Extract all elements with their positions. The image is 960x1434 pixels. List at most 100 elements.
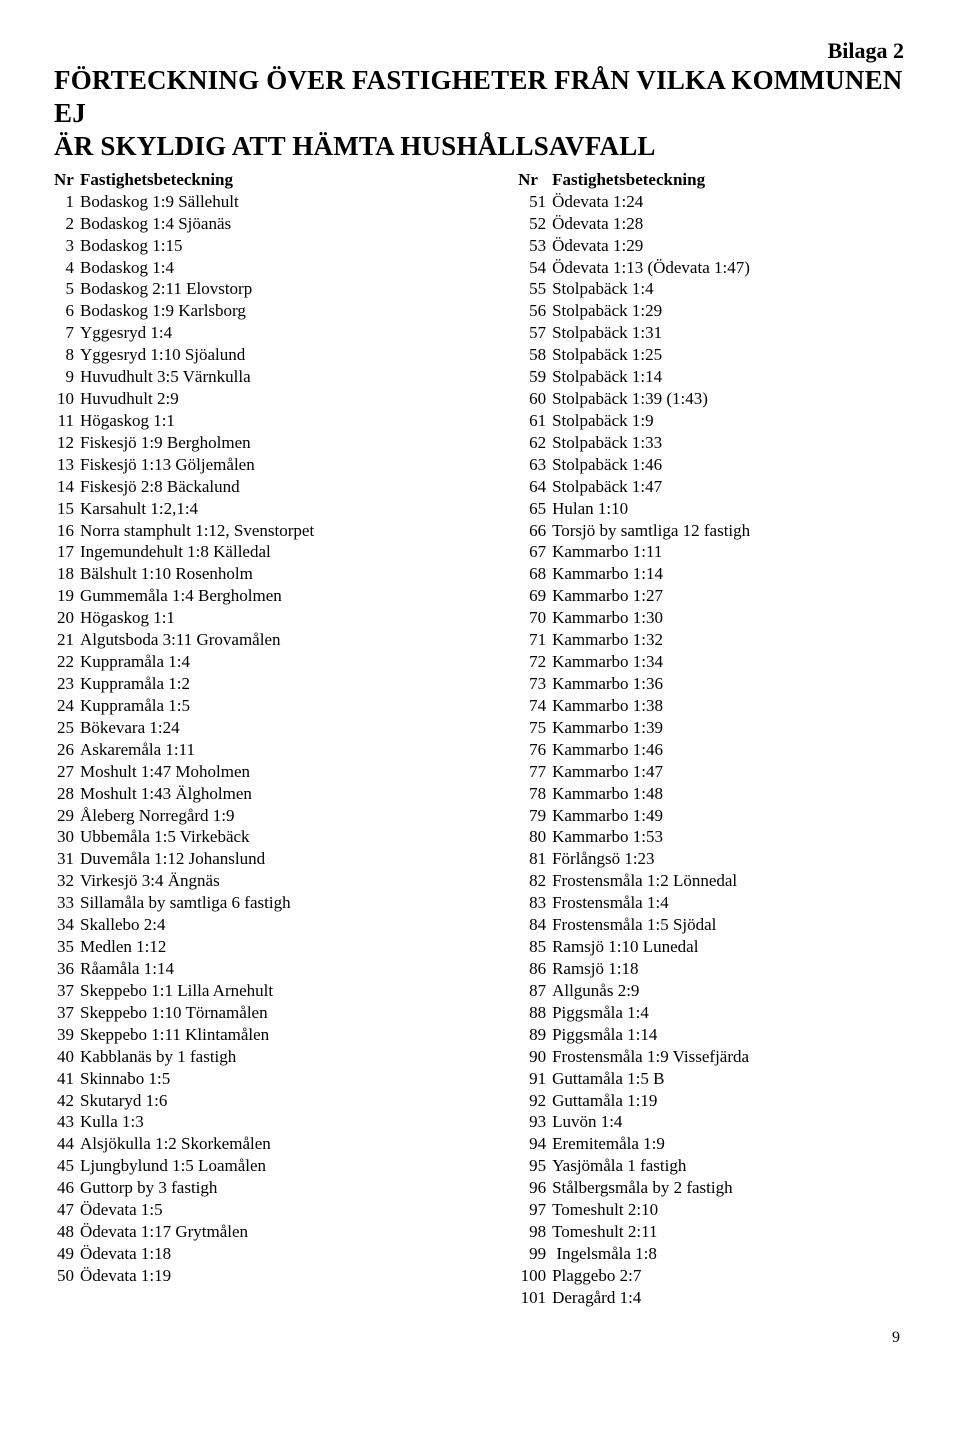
item-nr: 54 bbox=[518, 257, 546, 279]
list-item: 61Stolpabäck 1:9 bbox=[518, 410, 910, 432]
item-nr: 66 bbox=[518, 520, 546, 542]
item-nr: 20 bbox=[54, 607, 74, 629]
item-nr: 56 bbox=[518, 300, 546, 322]
list-item: 87Allgunås 2:9 bbox=[518, 980, 910, 1002]
list-item: 98Tomeshult 2:11 bbox=[518, 1221, 910, 1243]
item-nr: 90 bbox=[518, 1046, 546, 1068]
list-item: 85Ramsjö 1:10 Lunedal bbox=[518, 936, 910, 958]
list-item: 83Frostensmåla 1:4 bbox=[518, 892, 910, 914]
item-text: Stolpabäck 1:9 bbox=[552, 411, 654, 430]
item-nr: 26 bbox=[54, 739, 74, 761]
item-nr: 3 bbox=[54, 235, 74, 257]
item-nr: 81 bbox=[518, 848, 546, 870]
item-text: Ödevata 1:13 (Ödevata 1:47) bbox=[552, 258, 750, 277]
item-nr: 48 bbox=[54, 1221, 74, 1243]
item-nr: 50 bbox=[54, 1265, 74, 1287]
list-item: 52Ödevata 1:28 bbox=[518, 213, 910, 235]
item-text: Stolpabäck 1:31 bbox=[552, 323, 662, 342]
item-text: Allgunås 2:9 bbox=[552, 981, 639, 1000]
item-text: Kammarbo 1:32 bbox=[552, 630, 663, 649]
list-item: 9Huvudhult 3:5 Värnkulla bbox=[54, 366, 514, 388]
list-item: 64Stolpabäck 1:47 bbox=[518, 476, 910, 498]
list-item: 15Karsahult 1:2,1:4 bbox=[54, 498, 514, 520]
item-nr: 88 bbox=[518, 1002, 546, 1024]
item-text: Kammarbo 1:38 bbox=[552, 696, 663, 715]
list-item: 25Bökevara 1:24 bbox=[54, 717, 514, 739]
item-nr: 99 bbox=[518, 1243, 546, 1265]
item-nr: 21 bbox=[54, 629, 74, 651]
item-nr: 74 bbox=[518, 695, 546, 717]
list-item: 5Bodaskog 2:11 Elovstorp bbox=[54, 278, 514, 300]
item-text: Huvudhult 3:5 Värnkulla bbox=[80, 367, 251, 386]
item-text: Stolpabäck 1:47 bbox=[552, 477, 662, 496]
item-nr: 77 bbox=[518, 761, 546, 783]
item-text: Ubbemåla 1:5 Virkebäck bbox=[80, 827, 250, 846]
list-item: 48Ödevata 1:17 Grytmålen bbox=[54, 1221, 514, 1243]
list-column-left: NrFastighetsbeteckning1Bodaskog 1:9 Säll… bbox=[54, 169, 514, 1309]
list-item: 97Tomeshult 2:10 bbox=[518, 1199, 910, 1221]
item-nr: 60 bbox=[518, 388, 546, 410]
item-text: Stolpabäck 1:14 bbox=[552, 367, 662, 386]
item-nr: 4 bbox=[54, 257, 74, 279]
list-item: 19Gummemåla 1:4 Bergholmen bbox=[54, 585, 514, 607]
item-text: Askaremåla 1:11 bbox=[80, 740, 195, 759]
item-text: Stolpabäck 1:33 bbox=[552, 433, 662, 452]
item-text: Bodaskog 1:9 Sällehult bbox=[80, 192, 239, 211]
list-item: 66Torsjö by samtliga 12 fastigh bbox=[518, 520, 910, 542]
list-item: 8Yggesryd 1:10 Sjöalund bbox=[54, 344, 514, 366]
item-nr: 31 bbox=[54, 848, 74, 870]
list-item: 58 Stolpabäck 1:25 bbox=[518, 344, 910, 366]
item-nr: 95 bbox=[518, 1155, 546, 1177]
item-text: Skeppebo 1:10 Törnamålen bbox=[80, 1003, 268, 1022]
list-item: 90Frostensmåla 1:9 Vissefjärda bbox=[518, 1046, 910, 1068]
item-nr: 89 bbox=[518, 1024, 546, 1046]
item-nr: 11 bbox=[54, 410, 74, 432]
item-text: Kulla 1:3 bbox=[80, 1112, 144, 1131]
item-text: Bodaskog 1:15 bbox=[80, 236, 182, 255]
list-item: 55Stolpabäck 1:4 bbox=[518, 278, 910, 300]
list-item: 27 Moshult 1:47 Moholmen bbox=[54, 761, 514, 783]
item-text: Ljungbylund 1:5 Loamålen bbox=[80, 1156, 266, 1175]
item-text: Skeppebo 1:11 Klintamålen bbox=[80, 1025, 269, 1044]
item-text: Yggesryd 1:4 bbox=[80, 323, 172, 342]
item-text: Förlångsö 1:23 bbox=[552, 849, 654, 868]
list-item: 40Kabblanäs by 1 fastigh bbox=[54, 1046, 514, 1068]
page-title: FÖRTECKNING ÖVER FASTIGHETER FRÅN VILKA … bbox=[54, 64, 906, 163]
item-nr: 58 bbox=[518, 344, 546, 366]
item-nr: 70 bbox=[518, 607, 546, 629]
list-item: 47Ödevata 1:5 bbox=[54, 1199, 514, 1221]
item-text: Frostensmåla 1:4 bbox=[552, 893, 669, 912]
title-line-2: ÄR SKYLDIG ATT HÄMTA HUSHÅLLSAVFALL bbox=[54, 131, 656, 161]
item-nr: 12 bbox=[54, 432, 74, 454]
item-text: Kammarbo 1:49 bbox=[552, 806, 663, 825]
item-text: Ödevata 1:5 bbox=[80, 1200, 163, 1219]
list-item: 57Stolpabäck 1:31 bbox=[518, 322, 910, 344]
item-nr: 44 bbox=[54, 1133, 74, 1155]
item-text: Eremitemåla 1:9 bbox=[552, 1134, 665, 1153]
list-item: 62Stolpabäck 1:33 bbox=[518, 432, 910, 454]
page-number: 9 bbox=[54, 1329, 906, 1347]
item-nr: 27 bbox=[54, 761, 74, 783]
item-nr: 55 bbox=[518, 278, 546, 300]
item-nr: 2 bbox=[54, 213, 74, 235]
list-item: 29Åleberg Norregård 1:9 bbox=[54, 805, 514, 827]
item-text: Stolpabäck 1:25 bbox=[552, 345, 662, 364]
item-text: Sillamåla by samtliga 6 fastigh bbox=[80, 893, 291, 912]
list-item: 56Stolpabäck 1:29 bbox=[518, 300, 910, 322]
item-nr: 93 bbox=[518, 1111, 546, 1133]
item-nr: 92 bbox=[518, 1090, 546, 1112]
list-item: 88Piggsmåla 1:4 bbox=[518, 1002, 910, 1024]
item-nr: 63 bbox=[518, 454, 546, 476]
item-text: Skutaryd 1:6 bbox=[80, 1091, 167, 1110]
item-text: Kammarbo 1:11 bbox=[552, 542, 662, 561]
list-item: 78Kammarbo 1:48 bbox=[518, 783, 910, 805]
list-item: 65Hulan 1:10 bbox=[518, 498, 910, 520]
list-item: 95Yasjömåla 1 fastigh bbox=[518, 1155, 910, 1177]
list-item: 99 Ingelsmåla 1:8 bbox=[518, 1243, 910, 1265]
item-text: Kammarbo 1:46 bbox=[552, 740, 663, 759]
header-label: Fastighetsbeteckning bbox=[552, 170, 705, 189]
item-nr: 17 bbox=[54, 541, 74, 563]
item-nr: 46 bbox=[54, 1177, 74, 1199]
list-item: 35Medlen 1:12 bbox=[54, 936, 514, 958]
item-text: Moshult 1:47 Moholmen bbox=[80, 762, 250, 781]
